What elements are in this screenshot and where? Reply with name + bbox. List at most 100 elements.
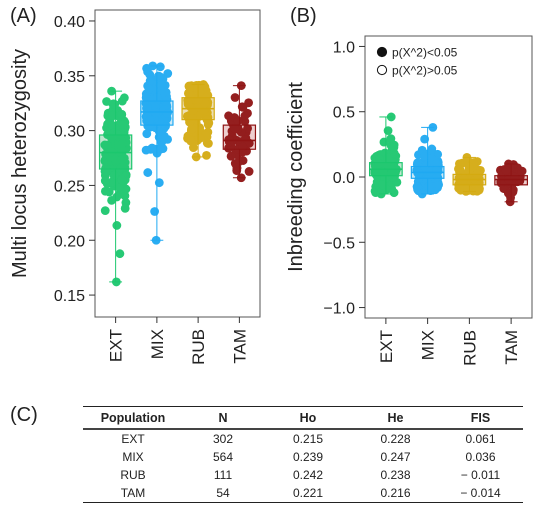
legend: p(X^2)<0.05 p(X^2)>0.05 — [376, 46, 458, 78]
data-points — [141, 61, 173, 245]
legend-label: p(X^2)>0.05 — [392, 64, 458, 78]
data-point — [238, 102, 248, 112]
panel-c-label: (C) — [10, 404, 38, 426]
data-point — [389, 143, 399, 152]
data-point — [202, 115, 212, 125]
data-point — [107, 195, 116, 205]
data-point — [145, 76, 155, 86]
cell-he: 0.247 — [380, 450, 411, 464]
data-point — [233, 116, 243, 126]
data-point — [193, 95, 203, 105]
data-point — [387, 168, 396, 178]
data-point — [148, 61, 158, 71]
cell-population: MIX — [122, 450, 144, 464]
data-point — [155, 62, 165, 72]
data-point — [112, 129, 122, 139]
data-point — [184, 82, 194, 92]
data-point — [108, 121, 118, 130]
x-tick-label: MIX — [148, 329, 167, 359]
data-point — [108, 110, 117, 120]
data-point — [232, 166, 242, 176]
cell-fis: 0.036 — [465, 450, 496, 464]
cell-ho: 0.242 — [292, 468, 324, 482]
data-point — [142, 129, 152, 139]
data-point — [117, 175, 127, 185]
panel-label: (A) — [10, 5, 37, 27]
data-point — [240, 111, 250, 121]
data-point — [120, 191, 130, 201]
data-point — [154, 72, 164, 81]
header-he: He — [353, 406, 438, 430]
y-tick-label: −1.0 — [323, 301, 355, 318]
y-tick-label: 0.15 — [54, 288, 85, 305]
data-point — [236, 173, 246, 183]
data-point — [188, 113, 197, 123]
data-point — [417, 189, 427, 199]
box-group-tam — [494, 159, 529, 207]
box-group-rub — [452, 153, 487, 196]
data-point — [112, 221, 122, 230]
data-point — [152, 93, 162, 102]
cell-he: 0.216 — [353, 484, 438, 503]
data-point — [412, 182, 422, 192]
data-point — [243, 123, 252, 133]
box-group-ext — [98, 86, 133, 287]
y-tick-label: 0.0 — [333, 170, 355, 187]
data-point — [238, 156, 248, 165]
data-point — [144, 84, 154, 94]
x-tick-label: TAM — [230, 329, 249, 364]
data-point — [204, 139, 213, 148]
data-points — [496, 159, 527, 207]
data-point — [202, 150, 211, 160]
cell-fis: − 0.011 — [460, 468, 501, 482]
figure-panels: 0.15 0.20 0.25 0.30 0.35 0.40 Multi locus hete… — [9, 5, 533, 366]
cell-ho: 0.221 — [263, 484, 353, 503]
table-row: EXT 302 0.215 0.228 0.061 — [83, 429, 523, 448]
table-row: TAM 54 0.221 0.216 − 0.014 — [83, 484, 523, 503]
box-group-tam — [222, 81, 257, 183]
y-tick-label: 1.0 — [333, 39, 355, 56]
box-group-mix — [410, 122, 445, 199]
data-point — [101, 167, 111, 176]
table-row: RUB 111 0.242 0.238 − 0.011 — [83, 466, 523, 484]
cell-population: RUB — [120, 468, 146, 482]
data-point — [501, 166, 511, 175]
data-point — [379, 137, 389, 147]
y-tick-label: 0.25 — [54, 178, 85, 195]
data-point — [119, 93, 129, 103]
data-point — [370, 168, 380, 178]
y-tick-label: 0.35 — [54, 69, 85, 86]
plot-frame — [94, 9, 261, 318]
data-point — [428, 122, 438, 132]
header-fis: FIS — [438, 406, 523, 430]
data-point — [464, 162, 474, 172]
x-tick-label: TAM — [502, 330, 521, 365]
x-tick-label: MIX — [419, 330, 438, 360]
data-point — [238, 142, 248, 152]
cell-fis: − 0.014 — [438, 484, 523, 503]
data-point — [188, 106, 198, 116]
cell-he: 0.238 — [380, 468, 411, 482]
data-points — [224, 81, 254, 183]
y-tick-label: −0.5 — [323, 235, 355, 252]
data-point — [420, 151, 429, 161]
header-population: Population — [83, 406, 183, 430]
data-point — [155, 127, 164, 137]
data-point — [159, 134, 169, 143]
data-point — [386, 134, 396, 144]
data-point — [186, 136, 196, 146]
data-point — [143, 168, 153, 177]
data-point — [432, 159, 442, 168]
header-ho: Ho — [263, 406, 353, 430]
data-point — [118, 119, 128, 129]
data-point — [150, 207, 160, 216]
data-point — [414, 168, 424, 178]
summary-table: Population N Ho He FIS EXT 302 0.215 0.2… — [83, 406, 523, 503]
data-point — [100, 206, 110, 216]
data-point — [107, 86, 117, 96]
data-point — [230, 159, 240, 168]
data-point — [151, 235, 161, 245]
legend-label: p(X^2)<0.05 — [392, 46, 458, 60]
data-point — [121, 184, 131, 194]
data-points — [454, 153, 485, 196]
